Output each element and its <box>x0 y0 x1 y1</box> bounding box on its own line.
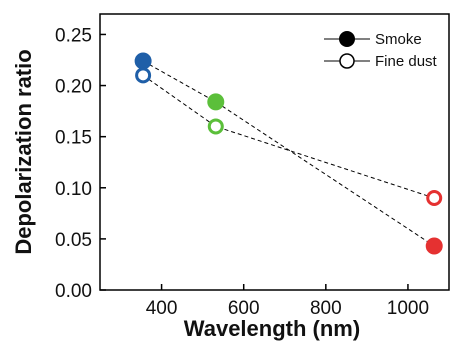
series-line-1 <box>142 74 435 199</box>
fine-dust-point <box>207 118 224 135</box>
y-tick-label: 0.25 <box>55 25 92 46</box>
axis-ticks: 400 600 800 1000 0.00 0.05 0.10 0.15 0.20 0.25 <box>55 25 429 319</box>
x-tick-label: 800 <box>310 298 342 319</box>
data-points <box>134 52 443 255</box>
smoke-point <box>425 237 443 255</box>
fine-dust-point <box>135 67 152 84</box>
y-tick-label: 0.10 <box>55 179 92 200</box>
legend: Smoke Fine dust <box>324 31 438 70</box>
fine-dust-point <box>426 190 443 206</box>
x-tick-label: 1000 <box>387 298 429 319</box>
legend-label-smoke: Smoke <box>375 31 422 48</box>
smoke-point <box>134 52 152 70</box>
y-tick-label: 0.15 <box>55 128 92 149</box>
x-tick-label: 600 <box>228 298 260 319</box>
legend-label-fine-dust: Fine dust <box>375 53 438 70</box>
series-line-0 <box>142 60 435 247</box>
y-axis-title: Depolarization ratio <box>11 49 36 254</box>
x-tick-label: 400 <box>146 298 178 319</box>
legend-marker-smoke <box>339 31 355 47</box>
y-tick-label: 0.20 <box>55 77 92 98</box>
smoke-point <box>207 93 225 111</box>
series-lines <box>142 60 435 247</box>
x-axis-title: Wavelength (nm) <box>184 316 360 341</box>
y-tick-label: 0.05 <box>55 230 92 251</box>
y-tick-label: 0.00 <box>55 281 92 302</box>
legend-marker-fine-dust <box>339 53 355 69</box>
plot-frame <box>99 13 450 291</box>
